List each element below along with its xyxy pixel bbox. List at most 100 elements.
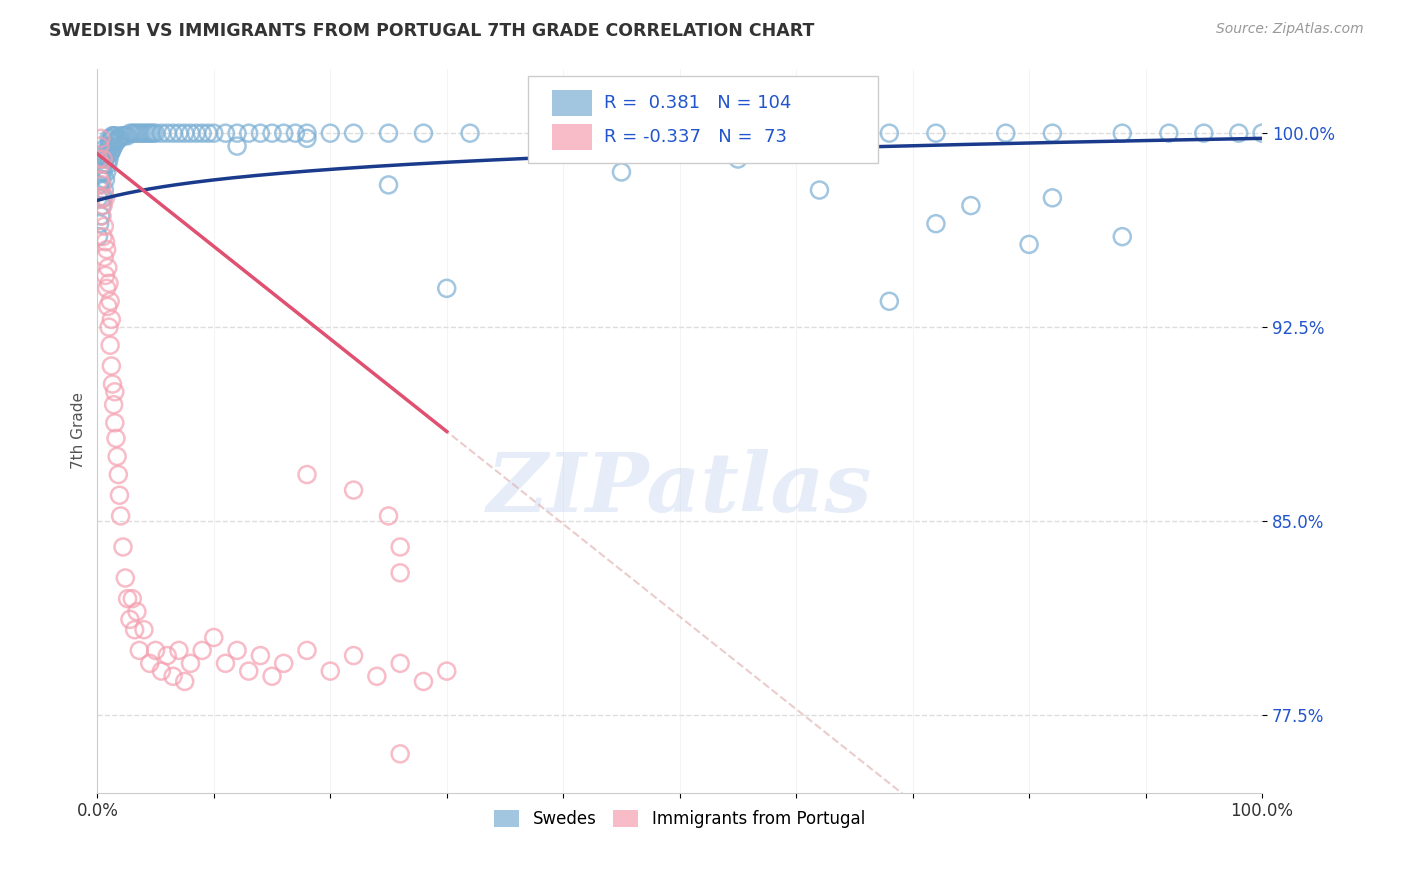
Point [98, 338, 121, 352]
Point [458, 126, 481, 140]
Point [366, 669, 388, 683]
Point [121, 591, 143, 606]
Point [273, 657, 295, 671]
Point [214, 126, 236, 140]
Point [1251, 126, 1274, 140]
Point [436, 664, 458, 678]
Point [91, 198, 114, 212]
Point [98, 134, 121, 148]
Point [319, 126, 342, 140]
Point [214, 657, 236, 671]
Point [238, 126, 260, 140]
Point [1042, 191, 1064, 205]
Point [377, 178, 399, 192]
Point [89, 217, 111, 231]
Point [162, 126, 184, 140]
Point [342, 483, 364, 497]
Point [91, 229, 114, 244]
Point [108, 131, 131, 145]
Point [96, 165, 118, 179]
Point [808, 183, 831, 197]
Point [91, 198, 114, 212]
Point [1227, 126, 1250, 140]
Point [128, 643, 150, 657]
Point [101, 377, 124, 392]
Point [389, 566, 412, 580]
Point [167, 126, 190, 140]
Point [90, 209, 112, 223]
Point [87, 191, 110, 205]
Point [226, 126, 249, 140]
Point [142, 126, 165, 140]
Point [389, 747, 412, 761]
Point [295, 643, 318, 657]
Text: ZIPatlas: ZIPatlas [486, 449, 873, 529]
Point [377, 126, 399, 140]
Point [173, 126, 195, 140]
Point [145, 643, 167, 657]
Point [139, 657, 162, 671]
Point [162, 669, 184, 683]
Point [103, 398, 125, 412]
Point [97, 157, 120, 171]
Point [145, 126, 167, 140]
Point [960, 198, 983, 212]
Point [90, 183, 112, 197]
Point [103, 139, 125, 153]
Point [273, 126, 295, 140]
Point [173, 674, 195, 689]
Point [96, 281, 118, 295]
Point [94, 172, 117, 186]
Point [94, 191, 117, 205]
Point [389, 540, 412, 554]
Point [93, 219, 115, 234]
Text: SWEDISH VS IMMIGRANTS FROM PORTUGAL 7TH GRADE CORRELATION CHART: SWEDISH VS IMMIGRANTS FROM PORTUGAL 7TH … [49, 22, 814, 40]
Point [114, 128, 136, 143]
Point [879, 126, 901, 140]
Point [692, 126, 714, 140]
Point [202, 631, 225, 645]
Point [90, 131, 112, 145]
Point [94, 235, 117, 249]
Point [91, 152, 114, 166]
Point [110, 128, 132, 143]
Point [91, 165, 114, 179]
Point [97, 260, 120, 275]
Point [412, 674, 434, 689]
Text: Source: ZipAtlas.com: Source: ZipAtlas.com [1216, 22, 1364, 37]
Point [91, 172, 114, 186]
Point [93, 183, 115, 197]
Point [108, 488, 131, 502]
Point [1111, 126, 1133, 140]
Point [101, 128, 124, 143]
Point [110, 508, 132, 523]
Point [98, 146, 121, 161]
Point [319, 664, 342, 678]
Point [610, 165, 633, 179]
Point [727, 152, 749, 166]
Point [100, 131, 122, 145]
Point [98, 294, 121, 309]
Point [94, 268, 117, 283]
Point [93, 250, 115, 264]
Point [104, 384, 127, 399]
Point [100, 359, 122, 373]
Point [186, 126, 208, 140]
Point [105, 134, 128, 148]
Point [1042, 126, 1064, 140]
Point [87, 152, 110, 166]
Point [97, 142, 120, 156]
Point [100, 145, 122, 159]
Point [925, 217, 948, 231]
Point [125, 605, 148, 619]
Point [138, 126, 160, 140]
Point [994, 126, 1017, 140]
Point [124, 623, 146, 637]
Point [91, 191, 114, 205]
Point [91, 209, 114, 223]
Point [197, 126, 219, 140]
Point [91, 152, 114, 166]
Point [118, 126, 141, 140]
Point [1192, 126, 1215, 140]
Point [107, 467, 129, 482]
